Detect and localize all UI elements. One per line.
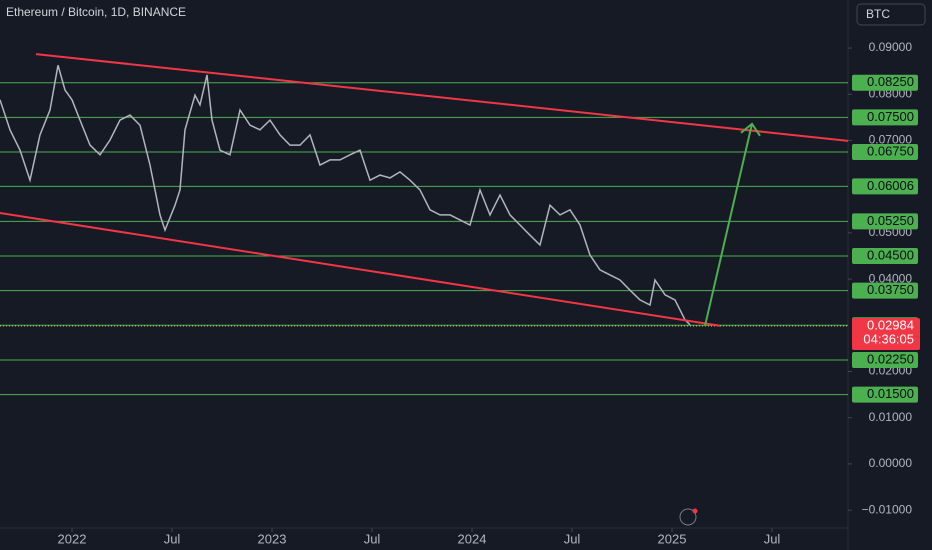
last-price-box xyxy=(852,318,920,351)
level-label-box xyxy=(852,74,918,91)
last-price-label: 0.02984 xyxy=(867,317,914,332)
level-label-box xyxy=(852,109,918,126)
level-label: 0.05250 xyxy=(867,213,914,228)
replay-dot xyxy=(692,508,698,514)
y-tick-label: 0.09000 xyxy=(869,40,913,54)
projection-arrow xyxy=(704,123,753,327)
level-label: 0.02250 xyxy=(867,351,914,366)
level-label: 0.06006 xyxy=(867,178,914,193)
x-tick-label: Jul xyxy=(764,531,781,546)
x-tick-label: 2024 xyxy=(458,531,487,546)
x-tick-label: 2022 xyxy=(58,531,87,546)
chart-title: Ethereum / Bitcoin, 1D, BINANCE xyxy=(6,5,186,19)
y-tick-label: −0.01000 xyxy=(862,502,913,516)
y-tick-label: 0.04000 xyxy=(869,271,913,285)
trend-line xyxy=(35,53,849,142)
level-label-box xyxy=(852,213,918,230)
x-tick-label: Jul xyxy=(364,531,381,546)
level-label: 0.06750 xyxy=(867,143,914,158)
price-line xyxy=(0,64,691,326)
y-tick-label: 0.00000 xyxy=(869,456,913,470)
y-tick-label: 0.01000 xyxy=(869,410,913,424)
replay-icon[interactable] xyxy=(679,508,697,526)
currency-button[interactable] xyxy=(856,3,926,26)
level-label: 0.01500 xyxy=(867,386,914,401)
x-tick-label: Jul xyxy=(564,531,581,546)
level-label: 0.03750 xyxy=(867,282,914,297)
trend-line xyxy=(0,212,721,327)
x-tick-label: Jul xyxy=(164,531,181,546)
level-label-box xyxy=(852,178,918,195)
y-tick-label: 0.07000 xyxy=(869,133,913,147)
level-label: 0.04500 xyxy=(867,247,914,262)
level-label-box xyxy=(852,282,918,299)
level-label-box xyxy=(852,386,918,403)
level-label-box xyxy=(852,144,918,161)
currency-label[interactable]: BTC xyxy=(866,7,890,21)
x-tick-label: 2025 xyxy=(658,531,687,546)
x-tick-label: 2023 xyxy=(258,531,287,546)
level-label-box xyxy=(852,247,918,264)
level-label: 0.07500 xyxy=(867,109,914,124)
level-label: 0.08250 xyxy=(867,74,914,89)
level-label-box xyxy=(852,351,918,368)
arrow-head xyxy=(740,122,761,137)
countdown: 04:36:05 xyxy=(863,331,914,346)
